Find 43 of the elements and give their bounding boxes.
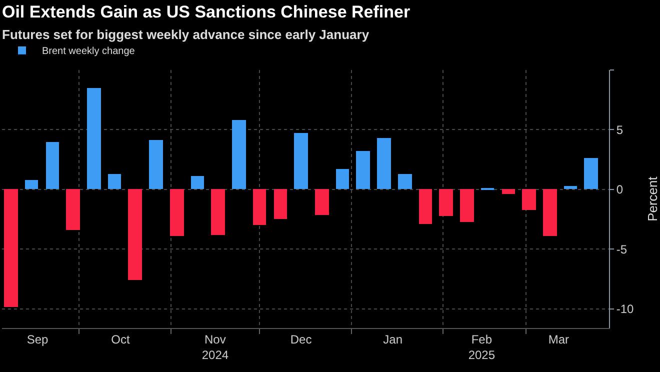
x-tick-label: Feb 2025 [468, 332, 496, 362]
bar [315, 189, 329, 215]
x-tick-label: Dec [290, 332, 312, 346]
bar [46, 142, 59, 189]
bar [232, 120, 246, 189]
bar [170, 189, 184, 236]
bar [584, 158, 598, 189]
legend-label: Brent weekly change [42, 46, 136, 58]
bar [128, 189, 142, 280]
bar [419, 189, 432, 224]
x-tick-label: Nov 2024 [202, 332, 229, 362]
bar [336, 169, 349, 189]
bar [356, 151, 370, 189]
bar [253, 189, 266, 225]
y-tick-label: 5 [616, 122, 624, 137]
bar [543, 189, 557, 236]
bar [460, 189, 474, 222]
bar [25, 180, 38, 189]
chart-title: Oil Extends Gain as US Sanctions Chinese Refiner [2, 2, 410, 22]
y-tick-label: -5 [616, 242, 628, 256]
x-tick-label: Jan [383, 332, 403, 346]
bar [377, 138, 391, 189]
x-tick-label: Sep [26, 332, 49, 346]
bar [211, 189, 225, 235]
bar [502, 189, 515, 194]
bar [4, 189, 18, 307]
bar [191, 176, 204, 189]
x-tick-label: Mar [548, 332, 569, 346]
bar [522, 189, 536, 210]
bar [149, 140, 163, 189]
y-axis-title: Percent [645, 176, 660, 222]
bar [108, 174, 121, 189]
bar [398, 174, 412, 189]
y-tick-label: -10 [616, 302, 634, 316]
bar [87, 88, 101, 189]
bar [274, 189, 287, 219]
y-tick-label: 0 [616, 182, 624, 197]
bar [66, 189, 80, 230]
x-tick-label: Oct [111, 332, 130, 346]
bar [564, 186, 577, 189]
bar [439, 189, 453, 216]
chart-subtitle: Futures set for biggest weekly advance since early January [2, 27, 370, 42]
bar [294, 133, 308, 189]
